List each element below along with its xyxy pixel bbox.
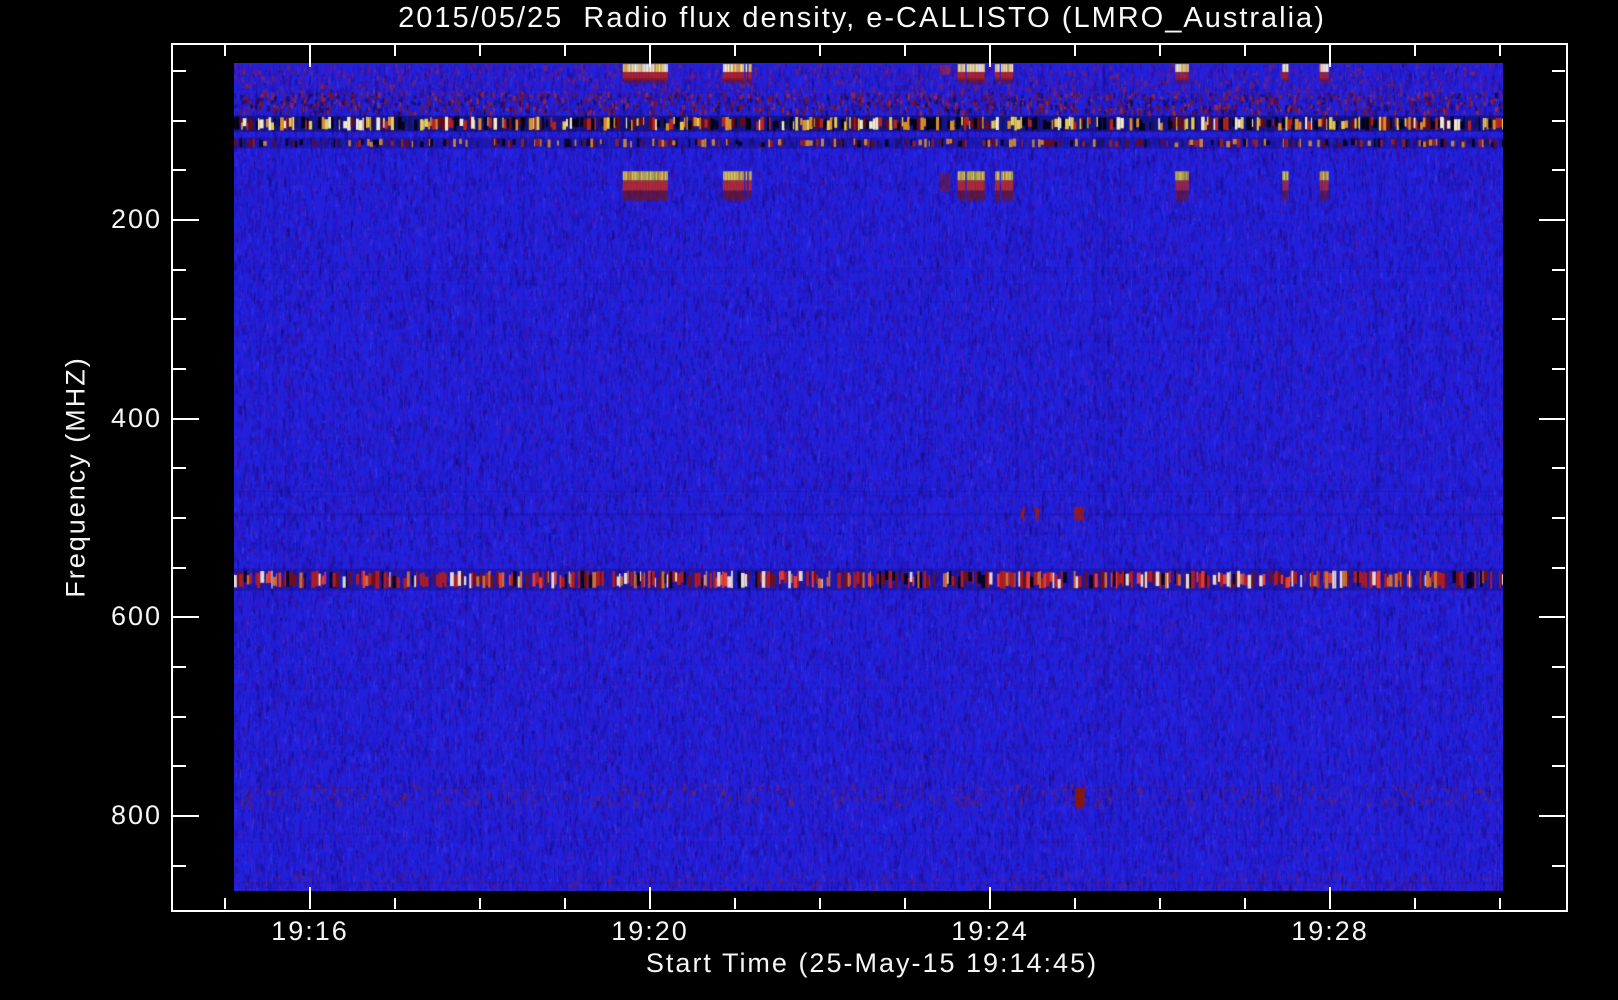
plot-frame (171, 43, 1568, 912)
x-minor-tick (479, 898, 481, 909)
y-minor-tick (173, 666, 186, 668)
chart-title: 2015/05/25 Radio flux density, e-CALLIST… (398, 2, 1326, 34)
x-tick-label: 19:16 (271, 916, 349, 946)
y-major-tick-right (1539, 219, 1565, 221)
x-minor-tick-top (1074, 45, 1076, 56)
x-minor-tick (564, 898, 566, 909)
x-major-tick-top (309, 45, 311, 67)
y-major-tick-right (1539, 616, 1565, 618)
x-minor-tick (819, 898, 821, 909)
x-tick-label: 19:24 (951, 916, 1029, 946)
y-minor-tick (173, 517, 186, 519)
y-major-tick (173, 815, 199, 817)
y-major-tick (173, 219, 199, 221)
y-minor-tick (173, 70, 186, 72)
y-tick-label: 800 (110, 800, 162, 831)
y-minor-tick-right (1552, 269, 1565, 271)
y-minor-tick-right (1552, 467, 1565, 469)
x-minor-tick-top (1244, 45, 1246, 56)
y-minor-tick-right (1552, 865, 1565, 867)
y-tick-label: 200 (110, 204, 162, 234)
y-minor-tick-right (1552, 120, 1565, 122)
y-minor-tick (173, 467, 186, 469)
x-minor-tick-top (1159, 45, 1161, 56)
y-minor-tick-right (1552, 368, 1565, 370)
y-major-tick (173, 418, 199, 420)
y-minor-tick-right (1552, 318, 1565, 320)
y-minor-tick (173, 269, 186, 271)
x-minor-tick (1499, 898, 1501, 909)
x-minor-tick-top (224, 45, 226, 56)
y-major-tick-right (1539, 418, 1565, 420)
y-minor-tick-right (1552, 517, 1565, 519)
x-minor-tick-top (394, 45, 396, 56)
x-minor-tick (394, 898, 396, 909)
x-major-tick (649, 887, 651, 909)
x-minor-tick (1159, 898, 1161, 909)
x-minor-tick (1244, 898, 1246, 909)
x-minor-tick-top (819, 45, 821, 56)
x-minor-tick-top (1414, 45, 1416, 56)
x-major-tick (989, 887, 991, 909)
y-minor-tick-right (1552, 169, 1565, 171)
x-minor-tick (1414, 898, 1416, 909)
y-minor-tick-right (1552, 70, 1565, 72)
x-minor-tick (1074, 898, 1076, 909)
x-tick-label: 19:28 (1291, 916, 1369, 946)
x-major-tick (309, 887, 311, 909)
y-minor-tick (173, 765, 186, 767)
y-axis-title: Frequency (MHZ) (60, 356, 91, 598)
y-minor-tick (173, 169, 186, 171)
x-minor-tick-top (479, 45, 481, 56)
y-major-tick (173, 616, 199, 618)
y-minor-tick (173, 865, 186, 867)
y-tick-label: 400 (110, 402, 162, 433)
x-minor-tick-top (1499, 45, 1501, 56)
y-minor-tick (173, 567, 186, 569)
x-minor-tick (734, 898, 736, 909)
spectrogram-image (234, 63, 1503, 891)
x-minor-tick-top (564, 45, 566, 56)
y-minor-tick-right (1552, 666, 1565, 668)
x-major-tick-top (1329, 45, 1331, 67)
y-minor-tick (173, 716, 186, 718)
y-minor-tick (173, 368, 186, 370)
y-tick-label: 600 (110, 601, 162, 632)
y-minor-tick-right (1552, 567, 1565, 569)
y-minor-tick (173, 318, 186, 320)
y-minor-tick (173, 120, 186, 122)
x-major-tick (1329, 887, 1331, 909)
y-minor-tick-right (1552, 765, 1565, 767)
x-axis-title: Start Time (25-May-15 19:14:45) (645, 948, 1099, 978)
x-minor-tick (904, 898, 906, 909)
x-tick-label: 19:20 (611, 916, 689, 946)
x-minor-tick (224, 898, 226, 909)
y-major-tick-right (1539, 815, 1565, 817)
x-major-tick-top (989, 45, 991, 67)
x-minor-tick-top (734, 45, 736, 56)
y-minor-tick-right (1552, 716, 1565, 718)
x-major-tick-top (649, 45, 651, 67)
x-minor-tick-top (904, 45, 906, 56)
